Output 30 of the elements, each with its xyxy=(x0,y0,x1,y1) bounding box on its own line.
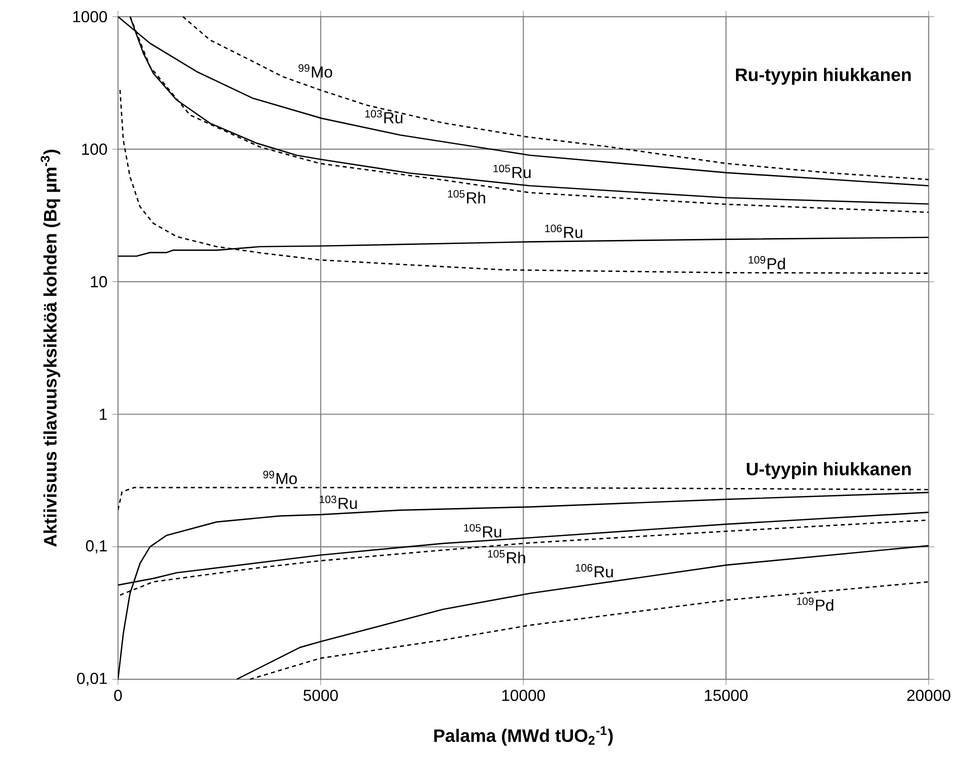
line-series xyxy=(249,581,929,680)
x-tick-label: 5000 xyxy=(304,690,338,702)
x-tick-label: 10000 xyxy=(502,690,545,702)
y-tick-label: 1000 xyxy=(73,10,107,22)
series-label: $^{109}$Pd xyxy=(797,597,834,611)
series-label: $^{106}$Ru xyxy=(545,224,582,238)
series-label: $^{103}$Ru xyxy=(365,110,402,124)
series-label: $^{109}$Pd xyxy=(748,256,785,270)
x-tick-label: 15000 xyxy=(704,690,748,702)
series-label: $^{99}$Mo xyxy=(298,64,332,78)
x-tick-label: 0 xyxy=(114,690,122,702)
y-tick-label: 0,1 xyxy=(86,540,107,554)
y-tick-label: 1 xyxy=(100,408,107,420)
y-tick-label: 0,01 xyxy=(77,672,107,686)
y-axis-title: Aktiivisuus tilavuusyksikköä kohden (Bq µm$^{-3}$) xyxy=(40,150,60,547)
annotation: U-tyypin hiukkanen xyxy=(746,462,911,479)
series-label: $^{105}$Ru xyxy=(464,524,502,538)
series-label: $^{105}$Rh xyxy=(488,550,526,564)
line-series xyxy=(119,89,929,274)
series-label: $^{105}$Rh xyxy=(448,190,486,204)
series-label: $^{105}$Ru xyxy=(494,164,531,178)
y-tick-label: 10 xyxy=(91,276,107,288)
x-tick-label: 20000 xyxy=(907,690,950,702)
series-label: $^{99}$Mo xyxy=(263,470,297,484)
x-axis-title: Palama (MWd tUO$_{2}$$^{-1}$) xyxy=(434,726,613,746)
annotation: Ru-tyypin hiukkanen xyxy=(736,68,911,85)
series-label: $^{103}$Ru xyxy=(320,496,357,509)
series-label: $^{106}$Ru xyxy=(576,564,613,578)
y-tick-label: 100 xyxy=(82,144,107,155)
line-series xyxy=(236,544,929,680)
